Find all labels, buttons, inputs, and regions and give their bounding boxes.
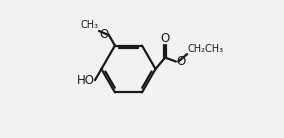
Text: O: O — [160, 32, 170, 45]
Text: HO: HO — [77, 74, 95, 87]
Text: CH₃: CH₃ — [80, 20, 99, 30]
Text: CH₂CH₃: CH₂CH₃ — [188, 44, 224, 54]
Text: O: O — [176, 55, 185, 68]
Text: O: O — [99, 28, 108, 41]
